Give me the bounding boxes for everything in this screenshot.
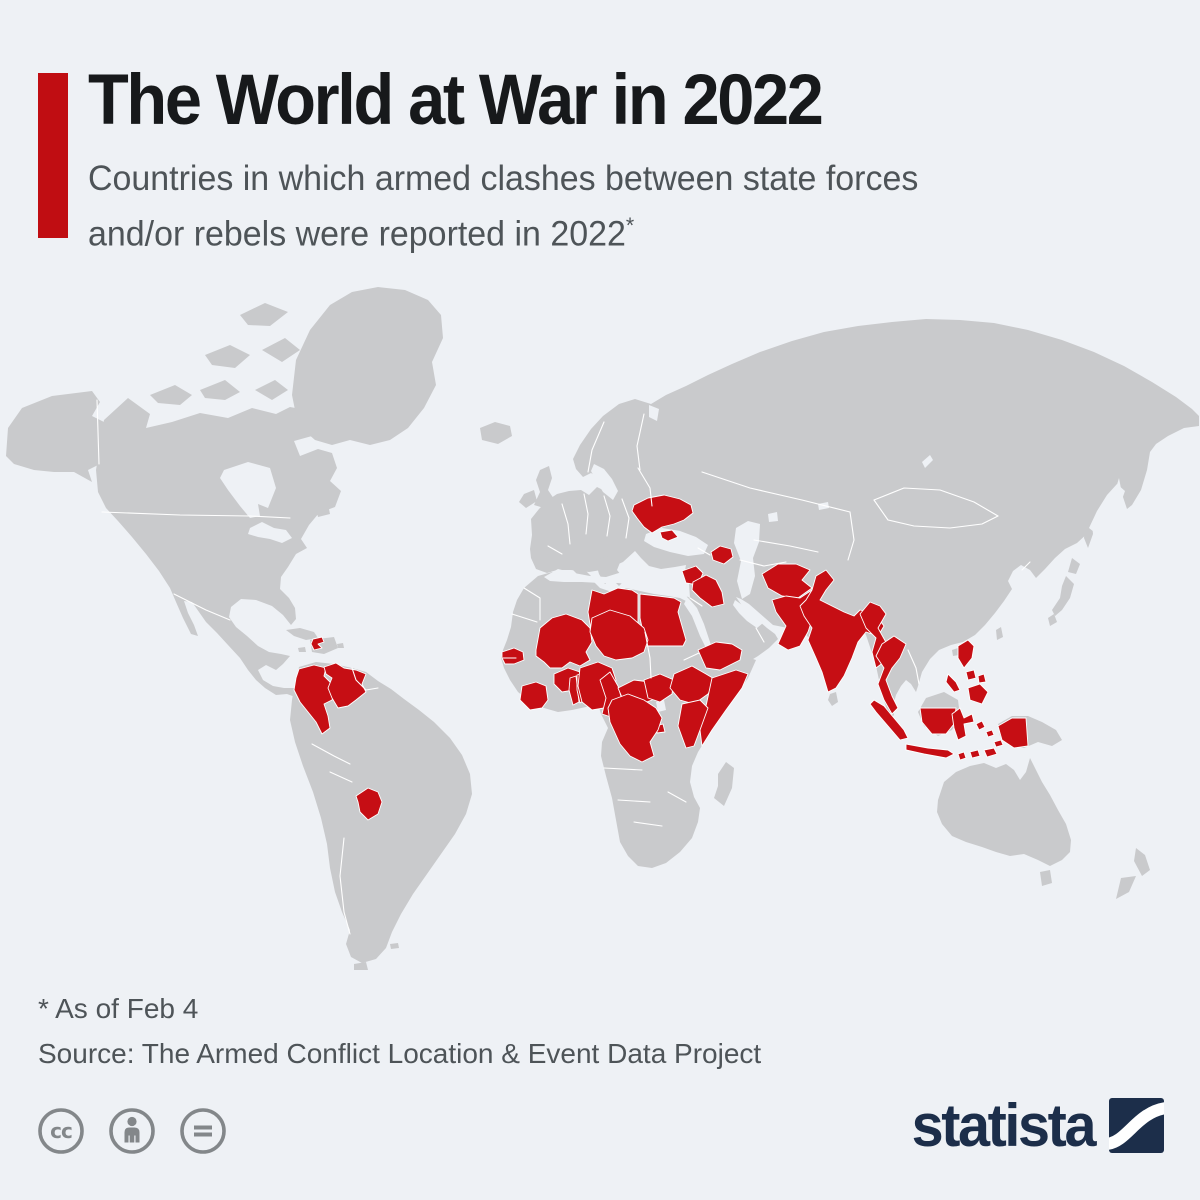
lake-victoria	[656, 700, 666, 712]
baltic-sea	[591, 464, 618, 500]
landmass-puerto-rico	[337, 643, 344, 648]
landmass-sakhalin	[1084, 512, 1093, 548]
country-azerbaijan	[710, 545, 734, 565]
landmass-alaska	[6, 391, 104, 482]
black-sea	[644, 528, 708, 556]
landmass-cuba	[286, 628, 318, 640]
subtitle-line-1: Countries in which armed clashes between…	[88, 159, 919, 198]
country-iraq	[691, 574, 725, 608]
country-ukraine-crimea	[659, 529, 679, 542]
landmass-jamaica	[298, 647, 306, 652]
by-person-icon	[109, 1108, 155, 1154]
landmass-newfoundland	[316, 504, 330, 517]
mediterranean-sea	[544, 554, 690, 598]
landmass-eurasia	[530, 319, 1199, 719]
cc-glyph: cc	[50, 1119, 72, 1143]
cc-icon: cc	[38, 1108, 84, 1154]
country-ukraine	[631, 494, 694, 534]
country-haiti	[310, 636, 325, 651]
subtitle: Countries in which armed clashes between…	[88, 155, 918, 258]
footnote-source: Source: The Armed Conflict Location & Ev…	[38, 1038, 762, 1069]
license-icons: cc	[36, 1106, 228, 1156]
landmass-hainan	[952, 648, 959, 656]
country-venezuela	[323, 662, 367, 709]
footnotes: * As of Feb 4 Source: The Armed Conflict…	[38, 986, 761, 1076]
country-thailand	[875, 635, 907, 715]
landmass-north-america	[96, 398, 341, 698]
landmass-iceland	[480, 422, 512, 444]
country-ethiopia	[669, 665, 717, 705]
country-mali	[535, 613, 593, 669]
hudson-bay	[220, 462, 276, 518]
white-sea	[649, 405, 659, 421]
persian-gulf	[733, 600, 763, 628]
country-indonesia	[869, 699, 1029, 761]
country-kenya	[677, 699, 709, 749]
country-togo	[568, 675, 580, 706]
country-paraguay	[355, 787, 383, 821]
country-south-sudan	[643, 673, 675, 703]
country-philippines	[945, 639, 989, 705]
lake-balkhash	[818, 502, 829, 510]
statista-symbol-icon	[1109, 1098, 1164, 1153]
landmass-australia	[937, 758, 1071, 866]
country-india	[799, 569, 885, 693]
country-ivory-coast	[519, 681, 549, 711]
landmass-britain	[534, 466, 556, 508]
country-dr-congo	[607, 693, 663, 763]
lake-baikal	[922, 455, 933, 468]
landmass-falkland	[390, 943, 399, 949]
country-senegal	[501, 647, 525, 665]
landmass-madagascar	[714, 762, 734, 806]
landmass-south-america	[290, 662, 472, 963]
landmass-sri-lanka	[828, 692, 838, 706]
footnote-note: * As of Feb 4	[38, 993, 199, 1024]
landmass-sicily	[577, 583, 588, 592]
caspian-sea	[734, 521, 760, 599]
country-afghanistan	[761, 563, 813, 599]
statista-wordmark: statista	[911, 1091, 1097, 1159]
country-niger	[589, 609, 649, 661]
subtitle-line-2: and/or rebels were reported in 2022*	[88, 213, 635, 254]
country-borders	[96, 399, 1031, 935]
landmass-taiwan	[996, 627, 1003, 640]
country-yemen	[697, 641, 743, 671]
nd-equals-icon	[180, 1108, 226, 1154]
landmass-tasmania	[1040, 870, 1052, 886]
footnote-marker: *	[625, 213, 635, 238]
landmass-greenland	[292, 287, 443, 445]
country-colombia	[293, 664, 337, 735]
sea-of-okhotsk	[1089, 484, 1125, 536]
page-title: The World at War in 2022	[88, 61, 824, 140]
great-lakes	[248, 522, 292, 543]
landmass-new-zealand	[1116, 848, 1150, 899]
landmass-japan	[1048, 558, 1080, 626]
landmass-tierra-del-fuego	[354, 962, 368, 970]
aral-sea	[768, 512, 778, 522]
landmass-italy	[561, 549, 591, 582]
statista-logo: statista	[904, 1091, 1164, 1159]
highlighted-countries	[293, 494, 1029, 821]
landmass-ireland	[519, 490, 537, 508]
accent-bar	[38, 73, 68, 238]
